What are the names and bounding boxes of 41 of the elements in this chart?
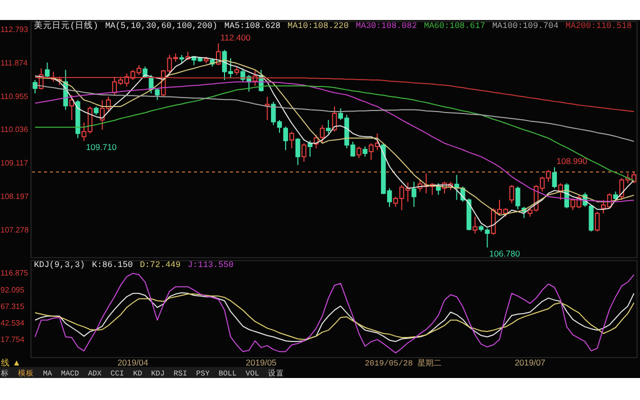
candlestick [509,184,514,204]
text: 线 ▲ [1,358,21,368]
legend-title: KDJ(9,3,3) [34,260,86,270]
candlestick [44,62,50,78]
text: 2019/05/28 星期二 [364,358,442,369]
candlestick [295,138,300,166]
legend-title: MA(5,10,30,60,100,200) [105,21,218,31]
candlestick [308,140,312,158]
text: K:86.150 [92,260,133,270]
text: MA60:108.617 [424,21,486,31]
candlestick [362,146,368,158]
candlestick [289,131,294,149]
text: MA100:109.704 [492,21,558,31]
x-tick-label: 2019/07 [514,358,546,368]
text: MA10:108.220 [288,21,349,31]
candlestick [412,181,416,208]
x-tick-label: 2019/05 [246,358,277,368]
candlestick [69,94,74,120]
candlestick [588,204,594,232]
candlestick [302,142,306,162]
candlestick [515,186,520,210]
candlestick [356,146,362,159]
candlestick [558,182,564,200]
text: MA5:108.628 [224,21,281,31]
annotation: 108.990 [556,156,588,166]
text: D:72.449 [140,260,181,270]
annotation: 106.780 [489,248,520,259]
candlestick [552,166,557,189]
candlestick [594,211,600,232]
candlestick [472,216,478,234]
annotation: 109.710 [86,142,117,152]
chart-title: 美元日元(日线) [34,20,98,31]
candlestick [326,119,331,134]
candlestick [32,80,38,94]
candlestick [332,106,337,132]
text: MA200:110.518 [566,21,632,31]
annotation: 112.400 [220,32,251,42]
x-tick-label: 2019/04 [117,358,148,368]
text: MA30:108.082 [356,21,417,31]
candlestick [283,126,288,151]
series-label: J:113.550 [188,260,234,270]
